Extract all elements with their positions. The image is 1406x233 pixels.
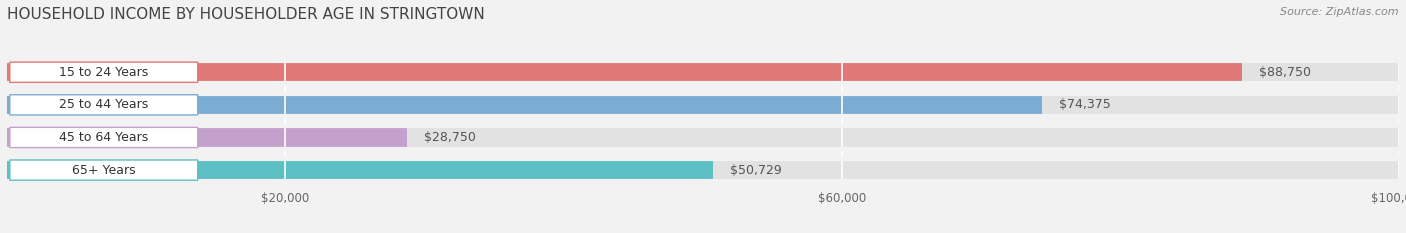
- Text: HOUSEHOLD INCOME BY HOUSEHOLDER AGE IN STRINGTOWN: HOUSEHOLD INCOME BY HOUSEHOLDER AGE IN S…: [7, 7, 485, 22]
- Bar: [7, 126, 1399, 149]
- Text: 15 to 24 Years: 15 to 24 Years: [59, 66, 149, 79]
- Bar: [7, 159, 713, 181]
- Text: 65+ Years: 65+ Years: [72, 164, 135, 177]
- Bar: [7, 159, 1399, 181]
- FancyBboxPatch shape: [10, 127, 198, 147]
- FancyBboxPatch shape: [10, 95, 198, 115]
- Bar: [7, 94, 1399, 116]
- Bar: [7, 94, 1042, 116]
- Text: Source: ZipAtlas.com: Source: ZipAtlas.com: [1281, 7, 1399, 17]
- FancyBboxPatch shape: [10, 160, 198, 180]
- Text: $88,750: $88,750: [1260, 66, 1310, 79]
- Text: 25 to 44 Years: 25 to 44 Years: [59, 98, 149, 111]
- Bar: [7, 126, 408, 149]
- Bar: [7, 61, 1399, 83]
- Bar: [7, 61, 1243, 83]
- Text: $74,375: $74,375: [1059, 98, 1111, 111]
- Text: $28,750: $28,750: [425, 131, 475, 144]
- Text: 45 to 64 Years: 45 to 64 Years: [59, 131, 149, 144]
- FancyBboxPatch shape: [10, 62, 198, 82]
- Text: $50,729: $50,729: [730, 164, 782, 177]
